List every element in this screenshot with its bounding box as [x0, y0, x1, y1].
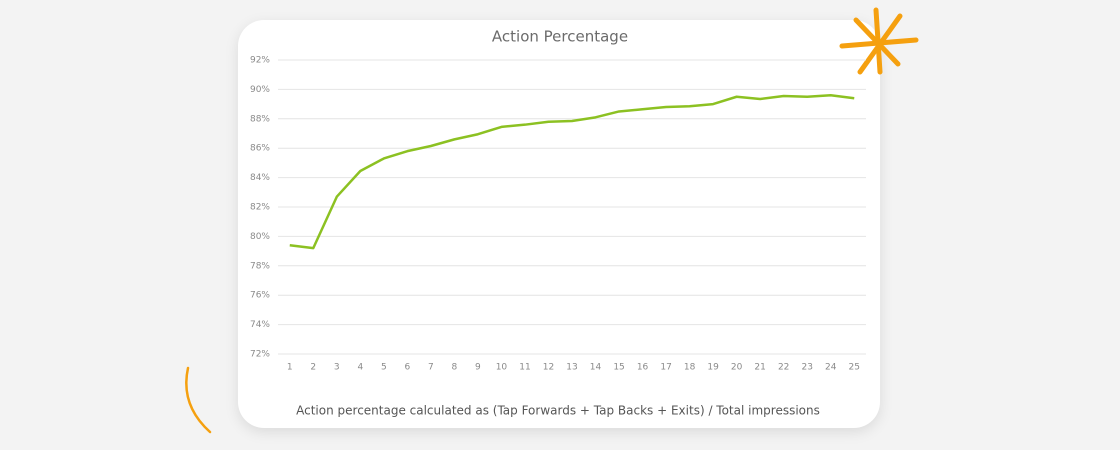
y-tick-label: 72%: [250, 350, 270, 360]
y-tick-label: 76%: [250, 291, 270, 301]
x-tick-label: 24: [825, 363, 837, 373]
y-tick-label: 80%: [250, 232, 270, 242]
x-tick-label: 17: [660, 363, 671, 373]
x-tick-label: 16: [637, 363, 649, 373]
x-tick-label: 1: [287, 363, 293, 373]
x-tick-label: 4: [357, 363, 363, 373]
y-tick-label: 88%: [250, 114, 270, 124]
x-tick-label: 23: [801, 363, 812, 373]
x-tick-label: 7: [428, 363, 434, 373]
y-tick-label: 74%: [250, 320, 270, 330]
x-tick-label: 5: [381, 363, 387, 373]
x-tick-label: 6: [404, 363, 410, 373]
y-tick-label: 92%: [250, 56, 270, 66]
x-tick-label: 21: [754, 363, 765, 373]
x-tick-label: 20: [731, 363, 743, 373]
y-tick-label: 78%: [250, 261, 270, 271]
x-tick-label: 25: [849, 363, 860, 373]
y-tick-label: 82%: [250, 203, 270, 213]
x-tick-label: 2: [310, 363, 316, 373]
x-tick-label: 13: [566, 363, 577, 373]
x-tick-label: 10: [496, 363, 508, 373]
x-tick-label: 11: [519, 363, 530, 373]
x-tick-label: 12: [543, 363, 554, 373]
x-tick-label: 9: [475, 363, 481, 373]
line: [289, 94, 855, 250]
y-tick-label: 90%: [250, 85, 270, 95]
asterisk: [839, 7, 919, 75]
caption: Action percentage calculated as (Tap For…: [296, 404, 820, 418]
x-tick-label: 3: [334, 363, 340, 373]
arc: [185, 366, 212, 434]
y-tick-label: 84%: [250, 173, 270, 183]
chart-title: Action Percentage: [492, 28, 628, 46]
x-tick-label: 15: [613, 363, 624, 373]
chart-card: [238, 20, 880, 428]
y-tick-label: 86%: [250, 144, 270, 154]
x-tick-label: 22: [778, 363, 789, 373]
x-tick-label: 18: [684, 363, 696, 373]
x-tick-label: 14: [590, 363, 602, 373]
x-tick-label: 19: [707, 363, 719, 373]
x-tick-label: 8: [452, 363, 458, 373]
